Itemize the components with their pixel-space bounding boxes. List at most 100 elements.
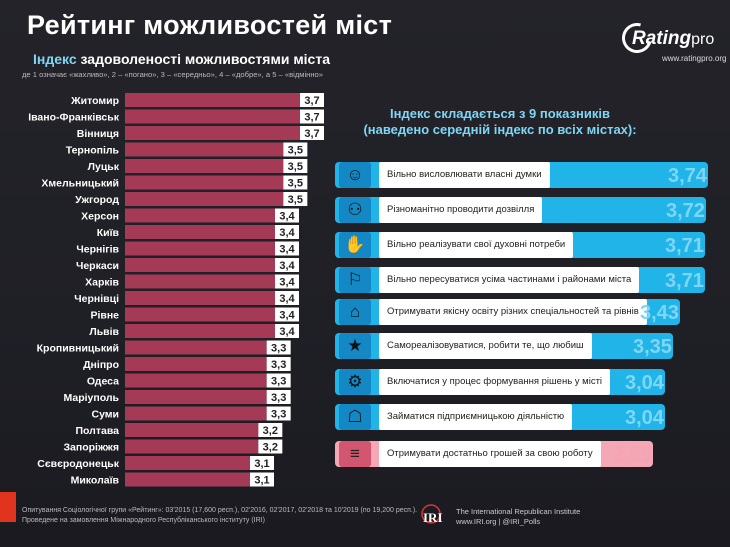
footer-source: Опитування Соціологічної групи «Рейтинг»… — [22, 507, 418, 524]
value-box-21 — [258, 439, 283, 454]
value-box-15 — [266, 340, 291, 355]
indicator-label: Займатися підприємницькою діяльністю — [379, 404, 573, 430]
graduation-cap-icon: ⌂ — [339, 299, 371, 325]
bar-5 — [125, 175, 284, 190]
value-label-17: 3,3 — [271, 376, 286, 388]
bar-23 — [125, 472, 250, 487]
value-label-14: 3,4 — [279, 326, 295, 338]
iri-logo-icon: IRI — [421, 504, 443, 525]
value-box-20 — [258, 423, 283, 437]
city-label-20: Полтава — [75, 425, 119, 437]
value-box-14 — [275, 324, 299, 338]
value-label-15: 3,3 — [271, 343, 286, 355]
people-speaking-icon: ☺ — [339, 162, 371, 188]
indicator-label: Різноманітно проводити дозвілля — [379, 197, 543, 223]
value-box-11 — [275, 274, 299, 289]
indicator-row: ⚙ Включатися у процес формування рішень у… — [335, 369, 665, 395]
city-label-5: Хмельницький — [41, 178, 119, 190]
chart-subtitle: Індекс задоволеності можливостями міста — [33, 51, 330, 67]
city-label-19: Суми — [91, 409, 119, 421]
bar-4 — [125, 159, 284, 173]
value-label-3: 3,5 — [288, 145, 303, 157]
value-box-10 — [275, 258, 299, 272]
value-box-23 — [250, 472, 274, 487]
value-label-11: 3,4 — [279, 277, 295, 289]
indicator-row: ⚇ Різноманітно проводити дозвілля 3,72 — [335, 197, 706, 223]
indicator-row: ✋ Вільно реалізувати свої духовні потреби… — [335, 232, 705, 258]
scale-note: де 1 означає «жахливо», 2 – «погано», 3 … — [22, 70, 323, 79]
bar-6 — [125, 192, 284, 206]
bar-18 — [125, 390, 267, 404]
value-box-7 — [275, 208, 299, 223]
value-box-4 — [283, 159, 308, 173]
value-label-9: 3,4 — [279, 244, 295, 256]
value-box-6 — [283, 192, 308, 206]
city-label-15: Кропивницький — [37, 343, 119, 355]
indicator-row: ≡ Отримувати достатньо грошей за свою роб… — [335, 441, 653, 467]
value-label-6: 3,5 — [288, 194, 303, 206]
value-box-9 — [275, 241, 299, 256]
indicator-value: 3,04 — [625, 407, 664, 429]
bar-7 — [125, 208, 275, 223]
value-label-1: 3,7 — [304, 112, 319, 124]
value-label-8: 3,4 — [279, 227, 295, 239]
city-label-11: Харків — [85, 277, 119, 289]
value-label-0: 3,7 — [304, 95, 319, 107]
bar-2 — [125, 126, 300, 140]
iri-credit: The International Republican Institute w… — [456, 507, 581, 526]
value-box-0 — [300, 93, 324, 107]
value-label-21: 3,2 — [263, 442, 278, 454]
indicator-label: Вільно реалізувати свої духовні потреби — [379, 232, 574, 258]
value-label-12: 3,4 — [279, 293, 295, 305]
city-label-4: Луцьк — [88, 161, 120, 173]
indicator-value: 3,72 — [666, 200, 705, 222]
indicator-value: 3,35 — [633, 336, 672, 358]
indicator-row: ☺ Вільно висловлювати власні думки 3,74 — [335, 162, 708, 188]
value-label-4: 3,5 — [288, 161, 303, 173]
indicator-label: Отримувати якісну освіту різних спеціаль… — [379, 299, 647, 325]
city-label-12: Чернівці — [74, 293, 119, 305]
indicator-value: 3,04 — [625, 372, 664, 394]
bar-0 — [125, 93, 300, 107]
value-box-17 — [266, 373, 291, 388]
value-box-3 — [283, 142, 308, 157]
bar-17 — [125, 373, 267, 388]
city-label-23: Миколаїв — [71, 475, 120, 487]
dancing-people-icon: ★ — [339, 333, 371, 359]
bar-9 — [125, 241, 275, 256]
bar-1 — [125, 109, 300, 124]
city-label-17: Одеса — [87, 376, 119, 388]
value-label-5: 3,5 — [288, 178, 303, 190]
city-label-22: Сєвєродонецьк — [37, 458, 119, 470]
indicator-label: Отримувати достатньо грошей за свою робо… — [379, 441, 601, 467]
bar-19 — [125, 406, 267, 421]
indicator-value: 3,71 — [665, 235, 704, 257]
value-box-18 — [266, 390, 291, 404]
value-label-10: 3,4 — [279, 260, 295, 272]
praying-hands-icon: ✋ — [339, 232, 371, 258]
value-box-16 — [266, 357, 291, 371]
bar-20 — [125, 423, 259, 437]
bar-10 — [125, 258, 275, 272]
bar-8 — [125, 225, 275, 239]
value-box-12 — [275, 291, 299, 305]
value-box-1 — [300, 109, 324, 124]
indicator-row: ⌂ Отримувати якісну освіту різних спеціал… — [335, 299, 680, 325]
indicator-value: 2,65 — [613, 444, 652, 466]
city-label-0: Житомир — [70, 95, 119, 107]
value-label-19: 3,3 — [271, 409, 286, 421]
indicator-label: Включатися у процес формування рішень у … — [379, 369, 611, 395]
value-box-13 — [275, 307, 299, 322]
logo-brand: Ratingpro — [632, 28, 715, 49]
value-label-22: 3,1 — [254, 458, 269, 470]
indicator-row: ☖ Займатися підприємницькою діяльністю 3,0… — [335, 404, 665, 430]
value-label-20: 3,2 — [263, 425, 278, 437]
coins-icon: ≡ — [339, 441, 371, 467]
value-label-13: 3,4 — [279, 310, 295, 322]
value-box-19 — [266, 406, 291, 421]
indicator-row: ⚐ Вільно пересуватися усіма частинами і р… — [335, 267, 705, 293]
value-box-22 — [250, 456, 274, 470]
city-label-7: Херсон — [81, 211, 119, 223]
city-label-9: Чернігів — [76, 244, 119, 256]
